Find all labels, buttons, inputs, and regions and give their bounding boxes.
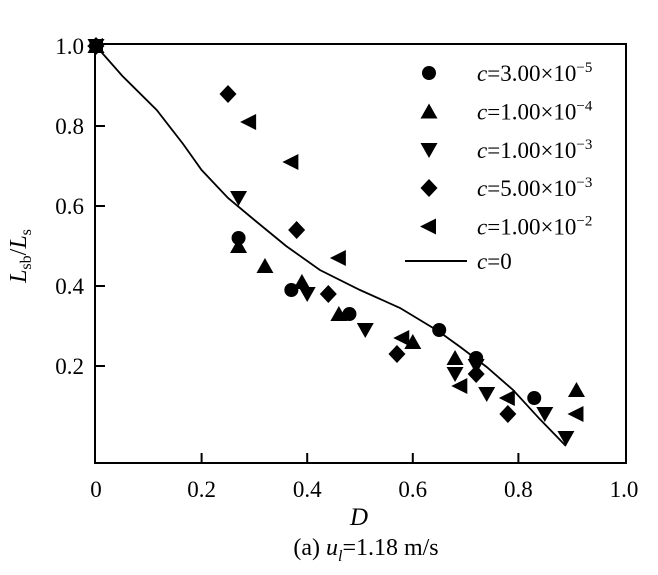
data-marker-triangle-down <box>557 431 575 446</box>
y-tick-label: 0.6 <box>55 194 84 219</box>
data-marker-triangle-down <box>230 191 248 206</box>
data-marker-triangle-left <box>451 378 468 394</box>
legend-marker-circle-icon <box>422 66 436 80</box>
data-marker-triangle-left <box>393 330 410 346</box>
data-marker-diamond <box>219 85 237 103</box>
x-tick-label: 0.4 <box>293 477 322 502</box>
data-marker-triangle-down <box>356 323 374 338</box>
y-axis-label: Lsb/Ls <box>6 229 35 284</box>
data-marker-diamond <box>288 221 306 239</box>
data-marker-triangle-up <box>567 382 585 397</box>
legend-item-label: c=0 <box>477 249 512 274</box>
x-tick-label: 0.2 <box>187 477 216 502</box>
data-marker-triangle-left <box>329 250 346 266</box>
data-marker-triangle-up <box>330 306 348 321</box>
data-marker-triangle-down <box>446 367 464 382</box>
legend-marker-triangle-left-icon <box>420 218 436 235</box>
data-marker-circle <box>527 391 542 405</box>
x-tick-label: 0.6 <box>398 477 427 502</box>
legend-item-label: c=1.00×10−3 <box>477 137 592 163</box>
legend-item-label: c=3.00×10−5 <box>477 60 592 86</box>
c0-curve-line <box>95 45 567 447</box>
data-marker-triangle-up <box>256 258 274 273</box>
legend-item-label: c=5.00×10−3 <box>477 175 592 201</box>
legend: c=3.00×10−5 c=1.00×10−4 c=1.00×10−3 c=5.00×… <box>405 60 593 274</box>
plot-border <box>94 43 627 464</box>
legend-marker-triangle-down-icon <box>420 143 438 158</box>
data-marker-triangle-left <box>567 406 584 422</box>
data-markers <box>87 37 585 446</box>
data-marker-diamond <box>467 365 485 383</box>
data-marker-triangle-left <box>282 154 299 170</box>
data-marker-circle <box>432 323 447 337</box>
axis-ticks <box>95 125 520 463</box>
data-marker-triangle-left <box>498 390 515 406</box>
legend-item-label: c=1.00×10−2 <box>477 214 592 240</box>
data-marker-triangle-down <box>536 407 554 422</box>
axis-tick-labels: 0 0.2 0.4 0.6 0.8 1.0 0.2 0.4 0.6 0.8 1.0 <box>55 34 638 502</box>
x-axis-label: D <box>349 504 368 531</box>
y-tick-label: 0.4 <box>55 274 84 299</box>
data-marker-triangle-down <box>478 387 496 402</box>
data-marker-triangle-left <box>240 114 257 130</box>
y-tick-label: 0.2 <box>55 354 84 379</box>
data-marker-diamond <box>319 285 337 303</box>
y-tick-label: 0.8 <box>55 114 84 139</box>
x-tick-label: 0 <box>90 477 102 502</box>
data-marker-diamond <box>499 405 517 423</box>
data-marker-triangle-down <box>298 287 316 302</box>
legend-item-label: c=1.00×10−4 <box>477 99 593 125</box>
x-tick-label: 1.0 <box>610 477 639 502</box>
data-marker-circle <box>342 307 357 321</box>
data-marker-triangle-up <box>230 238 248 253</box>
y-tick-label: 1.0 <box>55 34 84 59</box>
legend-marker-diamond-icon <box>420 179 438 197</box>
data-marker-triangle-up <box>446 350 464 365</box>
legend-marker-triangle-up-icon <box>420 103 438 119</box>
x-tick-label: 0.8 <box>504 477 533 502</box>
figure-caption: (a) ul=1.18 m/s <box>293 535 438 565</box>
data-marker-triangle-up <box>293 274 311 289</box>
data-marker-diamond <box>388 345 406 363</box>
data-marker-triangle-left <box>87 38 103 54</box>
